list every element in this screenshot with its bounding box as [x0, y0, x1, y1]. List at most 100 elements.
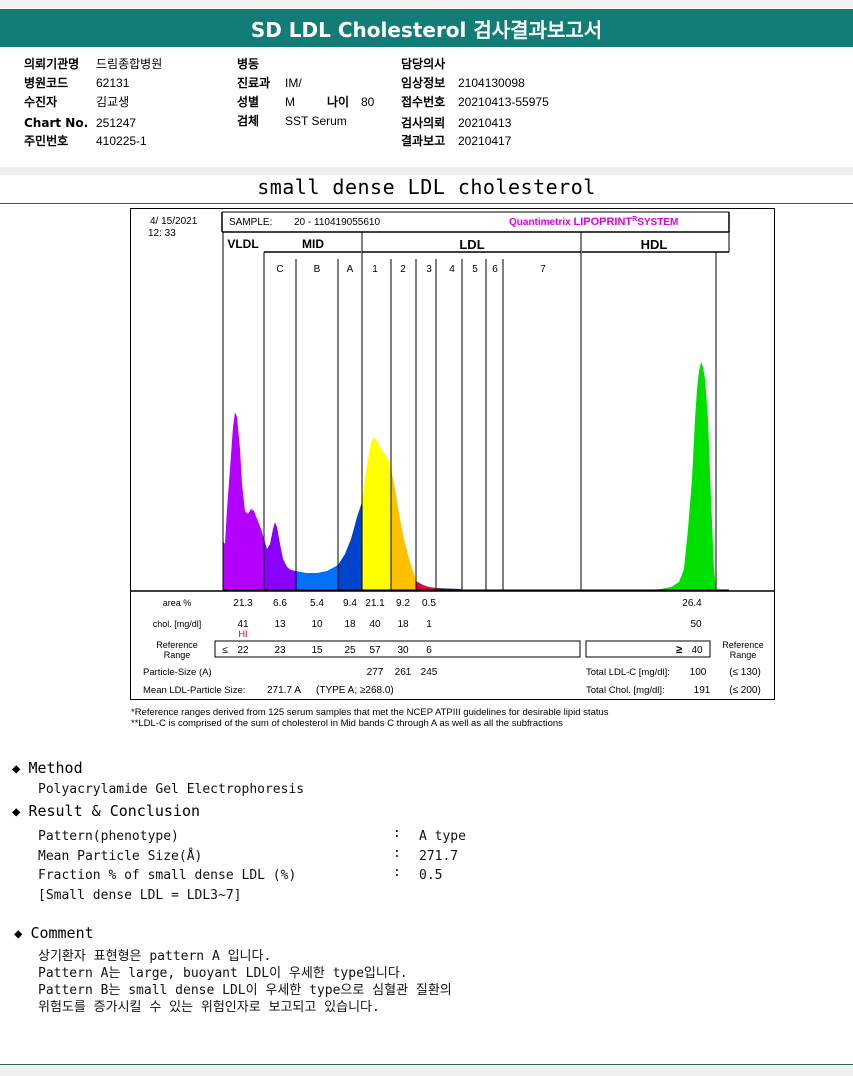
lp-particle-size-label: Particle-Size (A) — [143, 667, 212, 678]
comment-heading: ◆ Comment — [14, 924, 94, 942]
result-sep-pattern: : — [393, 826, 401, 841]
lp-ref-vldl: 22 — [237, 645, 249, 656]
lp-psize-3: 245 — [421, 667, 438, 678]
lp-band-b: B — [314, 264, 321, 275]
lp-total-chol-ref: (≤ 200) — [729, 685, 761, 696]
lp-psize-2: 261 — [395, 667, 412, 678]
lp-area-vldl: 21.3 — [233, 598, 253, 609]
result-note: [Small dense LDL = LDL3~7] — [38, 888, 242, 903]
lp-chol-1: 40 — [369, 619, 381, 630]
info-resident-no: 주민번호 410225-1 — [24, 134, 147, 148]
lp-time: 12: 33 — [148, 228, 176, 239]
section-divider — [0, 167, 853, 175]
lp-ref-label-2: Range — [164, 650, 191, 660]
lp-type-text: (TYPE A; ≥268.0) — [316, 685, 394, 696]
result-value-pattern: A type — [419, 829, 466, 844]
result-value-size: 271.7 — [419, 849, 459, 864]
lp-sample-label: SAMPLE: — [229, 217, 272, 228]
subtitle: small dense LDL cholesterol — [257, 175, 596, 199]
lp-area-b: 5.4 — [310, 598, 324, 609]
lp-total-ldlc-value: 100 — [690, 667, 707, 678]
lp-chol-hdl: 50 — [690, 619, 702, 630]
peak-ldl1 — [362, 437, 391, 590]
lp-group-vldl: VLDL — [227, 237, 258, 251]
result-label-fraction: Fraction % of small dense LDL (%) — [38, 868, 297, 883]
lp-row-chol-label: chol. [mg/dl] — [153, 619, 202, 629]
lp-band-4: 4 — [449, 264, 455, 275]
info-hospital-code: 병원코드 62131 — [24, 76, 130, 90]
peak-vldl — [223, 412, 264, 590]
lp-hdl-ref-ge: ≥ — [676, 644, 682, 656]
lp-area-3: 0.5 — [422, 598, 436, 609]
diamond-bullet-icon: ◆ — [12, 761, 21, 777]
method-heading: ◆ Method — [12, 759, 83, 777]
info-chart-no: Chart No. 251247 — [24, 116, 137, 130]
lp-ref-le: ≤ — [222, 645, 228, 656]
lp-area-2: 9.2 — [396, 598, 410, 609]
info-patient: 수진자 김교생 — [24, 95, 130, 109]
lp-chol-a: 18 — [344, 619, 356, 630]
peak-a — [338, 502, 362, 590]
lp-hi-flag: HI — [239, 629, 248, 639]
lp-area-a: 9.4 — [343, 598, 357, 609]
lp-area-c: 6.6 — [273, 598, 287, 609]
lp-date: 4/ 15/2021 — [150, 216, 198, 227]
result-sep-fraction: : — [393, 865, 401, 880]
diamond-bullet-icon: ◆ — [12, 804, 21, 820]
lp-sample-id: 20 - 110419055610 — [294, 217, 380, 228]
peak-ldl2 — [391, 469, 416, 590]
peak-hdl — [651, 362, 716, 590]
lp-ref-label-right-2: Range — [730, 650, 757, 660]
lp-ref-b: 15 — [311, 645, 323, 656]
lp-total-ldlc-ref: (≤ 130) — [729, 667, 761, 678]
info-age: 나이 80 — [327, 95, 375, 109]
lp-area-1: 21.1 — [365, 598, 385, 609]
lp-mean-size-label: Mean LDL-Particle Size: — [143, 685, 245, 696]
comment-line-2: Pattern A는 large, buoyant LDL이 우세한 type입… — [38, 966, 408, 981]
peak-c — [264, 522, 296, 590]
lp-chol-c: 13 — [274, 619, 286, 630]
lipoprint-figure: 4/ 15/2021 12: 33 SAMPLE: 20 - 110419055… — [130, 208, 775, 700]
comment-line-3: Pattern B는 small dense LDL이 우세한 type으로 심… — [38, 983, 452, 998]
lp-chol-vldl: 41 — [237, 619, 249, 630]
diamond-bullet-icon: ◆ — [14, 926, 23, 942]
comment-line-1: 상기환자 표현형은 pattern A 입니다. — [38, 949, 272, 964]
lp-ref-c: 23 — [274, 645, 286, 656]
lp-band-6: 6 — [492, 264, 498, 275]
report-title: SD LDL Cholesterol 검사결과보고서 — [0, 9, 853, 47]
subtitle-rule — [0, 203, 853, 204]
lp-chol-2: 18 — [397, 619, 409, 630]
info-department: 진료과 IM/ — [237, 76, 302, 90]
info-request-date: 검사의뢰 20210413 — [401, 116, 512, 130]
peak-ldl3 — [416, 581, 436, 590]
lp-row-area-label: area % — [163, 598, 192, 608]
info-hospital-name: 의뢰기관명 드림종합병원 — [24, 57, 163, 71]
info-receipt-no: 접수번호 20210413-55975 — [401, 95, 549, 109]
lp-ref-3: 6 — [426, 645, 432, 656]
lp-psize-1: 277 — [367, 667, 384, 678]
lp-ref-label-1: Reference — [156, 640, 198, 650]
lp-chol-3: 1 — [426, 619, 432, 630]
lp-hdl-ref: 40 — [691, 645, 703, 656]
lp-ref-1: 57 — [369, 645, 381, 656]
result-heading: ◆ Result & Conclusion — [12, 802, 201, 820]
lp-band-3: 3 — [426, 264, 432, 275]
result-sep-size: : — [393, 846, 401, 861]
lp-ref-a: 25 — [344, 645, 356, 656]
lp-band-2: 2 — [400, 264, 406, 275]
bottom-bar — [0, 1064, 853, 1076]
lp-band-a: A — [347, 264, 354, 275]
lp-band-c: C — [276, 264, 283, 275]
info-clinical: 임상정보 2104130098 — [401, 76, 525, 90]
lp-ref-2: 30 — [397, 645, 409, 656]
lp-ref-label-right-1: Reference — [722, 640, 764, 650]
result-value-fraction: 0.5 — [419, 868, 443, 883]
result-label-size: Mean Particle Size(Å) — [38, 849, 203, 864]
lp-brand: Quantimetrix LIPOPRINTRSYSTEM — [509, 216, 678, 228]
lp-band-1: 1 — [372, 264, 378, 275]
lp-area-hdl: 26.4 — [682, 598, 702, 609]
footnote-1: *Reference ranges derived from 125 serum… — [131, 707, 609, 718]
info-doctor: 담당의사 — [401, 57, 446, 71]
method-text: Polyacrylamide Gel Electrophoresis — [38, 782, 305, 797]
result-label-pattern: Pattern(phenotype) — [38, 829, 179, 844]
